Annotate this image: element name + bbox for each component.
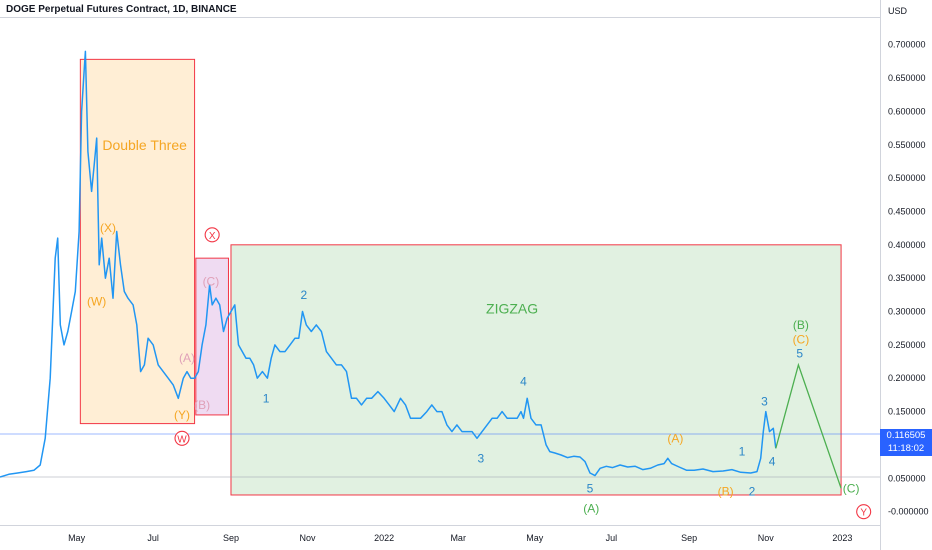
y-tick-label: 0.250000 [888,340,926,350]
y-tick-label: 0.450000 [888,206,926,216]
wave-circle-w [174,430,190,446]
wave-label: W [177,434,187,445]
wave-label: (C) [843,481,860,495]
x-tick-label: May [68,533,86,543]
x-tick-label: Jul [606,533,618,543]
current-price-value: 0.116505 [886,430,926,441]
y-tick-label: -0.000000 [888,507,929,517]
y-tick-label: 0.150000 [888,407,926,417]
y-tick-label: 0.600000 [888,106,926,116]
chart-title: DOGE Perpetual Futures Contract, 1D, BIN… [6,4,237,15]
x-tick-label: Sep [681,533,697,543]
region-label-green: ZIGZAG [486,301,538,317]
y-tick-label: 0.550000 [888,140,926,150]
wave-label: X [209,231,216,242]
x-tick-label: May [526,533,544,543]
wave-label: 1 [263,391,270,405]
y-tick-label: 0.050000 [888,473,926,483]
wave-label: Y [860,508,867,519]
current-price-tag: 0.116505 11:18:02 [880,429,932,456]
wave-label: 2 [300,288,307,302]
wave-label: 4 [769,455,776,469]
wave-label: (A) [583,501,599,515]
wave-label: 3 [761,395,768,409]
wave-label: (B) [194,398,210,412]
wave-label: (A) [667,431,683,445]
wave-label: (A) [179,351,195,365]
wave-label: 5 [796,347,803,361]
wave-label: 5 [587,481,594,495]
currency-label: USD [888,6,908,16]
region-box-orange [79,58,196,425]
y-tick-label: 0.700000 [888,40,926,50]
x-tick-label: 2022 [374,533,394,543]
region-box-purple [195,257,229,416]
wave-label: (C) [203,275,220,289]
y-tick-label: 0.500000 [888,173,926,183]
x-tick-label: Jul [147,533,159,543]
y-tick-label: 0.200000 [888,373,926,383]
y-tick-label: 0.350000 [888,273,926,283]
wave-label: (B) [718,485,734,499]
region-label-orange: Double Three [102,137,187,153]
x-tick-label: 2023 [832,533,852,543]
wave-label: 4 [520,375,527,389]
wave-circle-y [856,504,872,520]
y-tick-label: 0.400000 [888,240,926,250]
x-tick-label: Mar [450,533,466,543]
wave-label: 1 [739,445,746,459]
wave-label: (B) [793,318,809,332]
x-tick-label: Sep [223,533,239,543]
y-tick-label: 0.300000 [888,307,926,317]
wave-label: (X) [100,221,116,235]
wave-label: (W) [87,295,106,309]
x-tick-label: Nov [758,533,775,543]
x-tick-label: Nov [300,533,317,543]
region-box-green [230,244,842,496]
projection-path [775,362,842,489]
wave-label: 2 [749,485,756,499]
wave-label: (C) [793,333,810,347]
price-line [0,50,777,478]
y-tick-label: 0.650000 [888,73,926,83]
candle-countdown: 11:18:02 [887,443,925,454]
wave-circle-x [204,227,220,243]
wave-label: (Y) [174,408,190,422]
wave-label: 3 [477,451,484,465]
